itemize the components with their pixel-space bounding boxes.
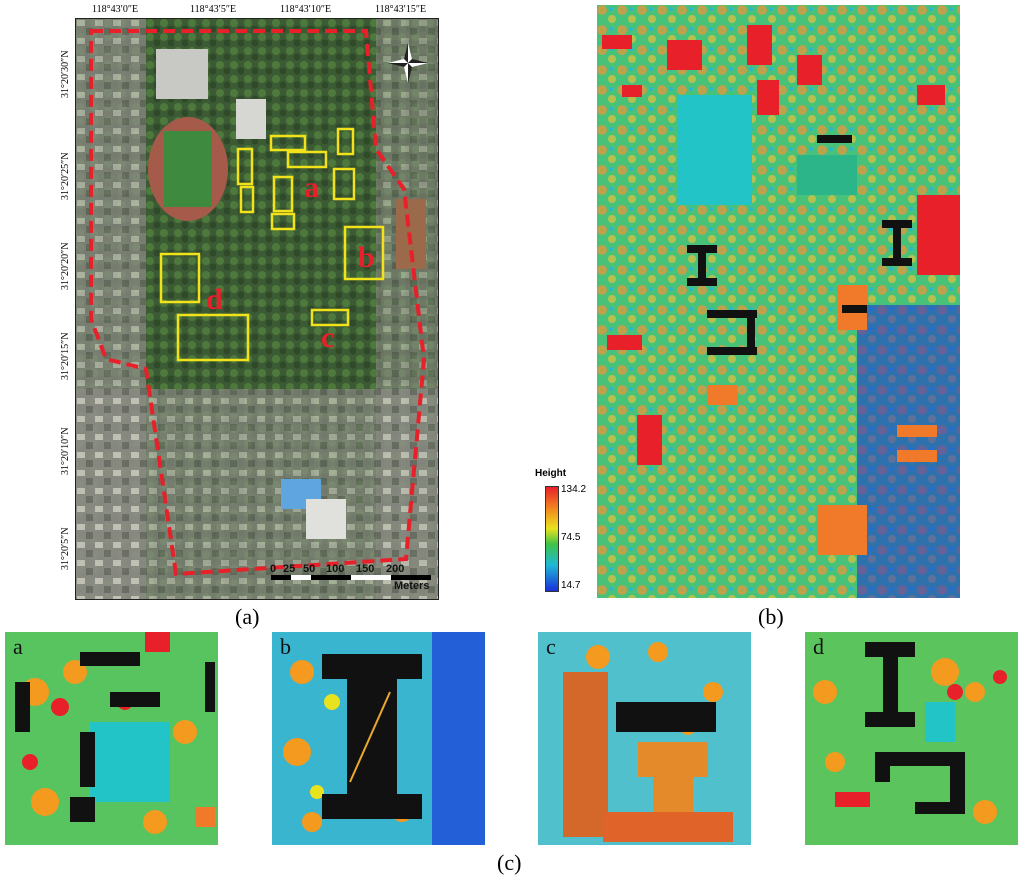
- subpanel-d: d: [805, 632, 1018, 845]
- latitude-label: 31°20′15″N: [60, 332, 71, 380]
- scale-bar: [271, 575, 431, 580]
- subpanel-b: b: [272, 632, 485, 845]
- latitude-label: 31°20′30″N: [60, 50, 71, 98]
- latitude-label: 31°20′25″N: [60, 152, 71, 200]
- height-legend: Height 134.2 74.5 14.7: [535, 468, 595, 593]
- scale-tick-0: 0: [270, 563, 276, 575]
- caption-a: (a): [235, 604, 260, 629]
- aerial-map-image: a b c d 0 25 50 100 150 20: [76, 19, 438, 599]
- region-label-c: c: [321, 321, 334, 354]
- subpanel-a-label: a: [13, 634, 23, 659]
- region-label-b: b: [358, 241, 375, 274]
- latitude-label: 31°20′10″N: [60, 427, 71, 475]
- longitude-label: 118°43′5″E: [190, 4, 237, 15]
- caption-b: (b): [758, 604, 784, 629]
- subpanel-c: c: [538, 632, 751, 845]
- longitude-label: 118°43′10″E: [280, 4, 332, 15]
- latitude-label: 31°20′5″N: [60, 527, 71, 570]
- legend-min: 14.7: [561, 580, 581, 591]
- subpanel-a: a: [5, 632, 218, 845]
- region-label-a: a: [304, 171, 319, 204]
- subpanel-d-label: d: [813, 634, 824, 659]
- subpanel-c-label: c: [546, 634, 556, 659]
- height-map-image: [597, 5, 960, 598]
- longitude-label: 118°43′0″E: [92, 4, 139, 15]
- legend-colorbar: [545, 486, 559, 592]
- height-map-panel: [597, 5, 960, 598]
- scale-tick-100: 100: [326, 563, 344, 575]
- subpanel-b-label: b: [280, 634, 291, 659]
- longitude-label: 118°43′15″E: [375, 4, 427, 15]
- caption-c: (c): [497, 850, 522, 875]
- aerial-map-panel: a b c d 0 25 50 100 150 20: [75, 18, 439, 600]
- latitude-label: 31°20′20″N: [60, 242, 71, 290]
- scale-tick-200: 200: [386, 563, 404, 575]
- legend-title: Height: [535, 468, 567, 479]
- scale-tick-150: 150: [356, 563, 374, 575]
- north-arrow-icon: [388, 43, 428, 83]
- scale-tick-25: 25: [283, 563, 295, 575]
- legend-mid: 74.5: [561, 532, 581, 543]
- region-label-d: d: [206, 283, 223, 316]
- scale-unit: Meters: [394, 580, 429, 592]
- scale-tick-50: 50: [303, 563, 315, 575]
- legend-max: 134.2: [561, 484, 587, 495]
